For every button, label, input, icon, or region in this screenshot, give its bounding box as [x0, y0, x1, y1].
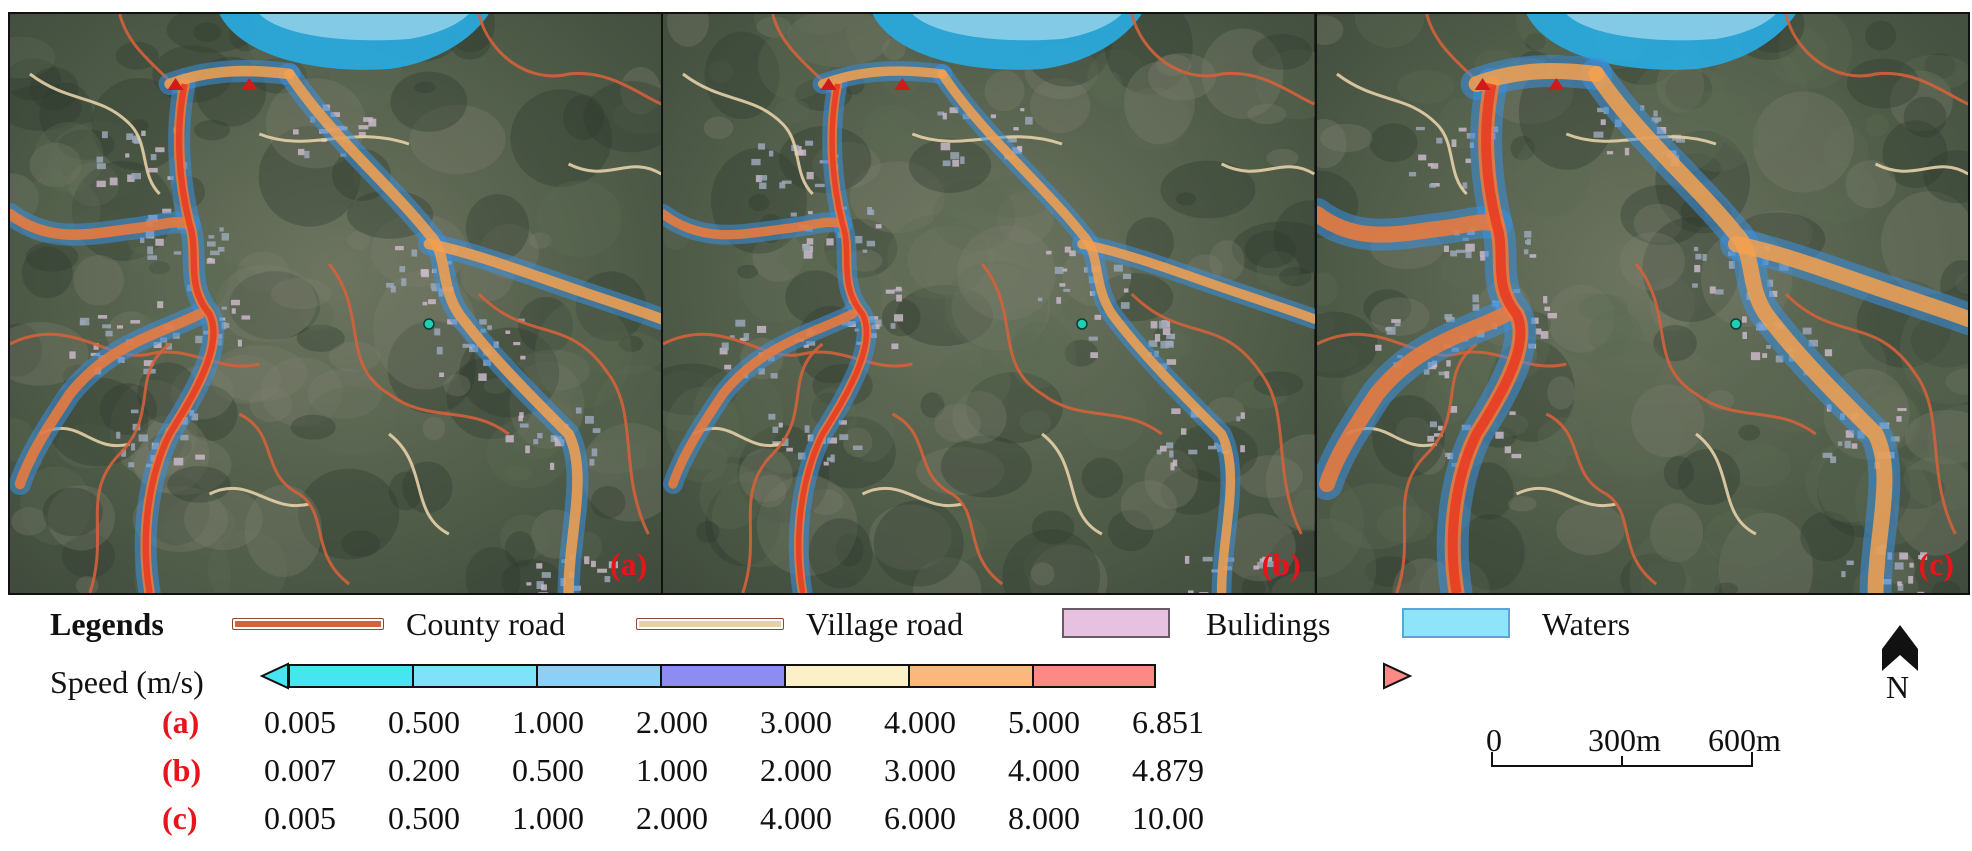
speed-break-value: 2.000	[636, 704, 708, 740]
county-road-label: County road	[406, 606, 566, 642]
speed-break-value: 0.500	[388, 704, 460, 740]
speed-break-value: 1.000	[512, 704, 584, 740]
map-panels: (a) (b) (c)	[8, 12, 1970, 595]
speed-break-value: 1.000	[512, 800, 584, 836]
satellite-map	[663, 14, 1315, 593]
north-label: N	[1886, 669, 1910, 705]
buildings-label: Bulidings	[1206, 606, 1331, 642]
waters-label: Waters	[1542, 606, 1631, 642]
north-arrow: N	[1880, 625, 1920, 711]
village-road-symbol	[636, 618, 784, 630]
speed-break-value: 10.00	[1132, 800, 1204, 836]
ramp-class-1	[412, 664, 537, 688]
satellite-map	[1316, 14, 1968, 593]
panel-label: (a)	[610, 546, 648, 582]
speed-break-value: 4.879	[1132, 752, 1204, 788]
map-panel-a: (a)	[10, 14, 664, 593]
ramp-right-arrow	[1383, 662, 1413, 690]
north-arrow-icon	[1882, 625, 1918, 671]
speed-break-value: 0.500	[388, 800, 460, 836]
speed-break-value: 3.000	[884, 752, 956, 788]
panel-label: (c)	[1918, 546, 1954, 582]
ramp-class-3	[660, 664, 785, 688]
speed-break-value: 4.000	[884, 704, 956, 740]
speed-break-value: 6.851	[1132, 704, 1204, 740]
waters-symbol	[1402, 608, 1510, 638]
speed-break-value: 2.000	[760, 752, 832, 788]
map-panel-b: (b)	[663, 14, 1317, 593]
ramp-class-0	[288, 664, 413, 688]
county-road-symbol	[232, 618, 384, 630]
speed-title: Speed (m/s)	[50, 664, 204, 700]
ramp-class-4	[784, 664, 909, 688]
legend-title: Legends	[50, 606, 164, 642]
map-panel-c: (c)	[1316, 14, 1968, 593]
speed-break-value: 0.005	[264, 800, 336, 836]
speed-row-label: (b)	[162, 752, 202, 788]
buildings-symbol	[1062, 608, 1170, 638]
speed-row-label: (a)	[162, 704, 200, 740]
scale-label-300: 300m	[1588, 722, 1661, 758]
speed-break-value: 0.200	[388, 752, 460, 788]
speed-break-value: 1.000	[636, 752, 708, 788]
panel-label: (b)	[1261, 546, 1301, 582]
speed-row-label: (c)	[162, 800, 198, 836]
speed-break-value: 5.000	[1008, 704, 1080, 740]
ramp-left-arrow	[259, 662, 289, 690]
speed-break-value: 2.000	[636, 800, 708, 836]
speed-break-value: 4.000	[1008, 752, 1080, 788]
speed-break-value: 3.000	[760, 704, 832, 740]
speed-break-value: 0.005	[264, 704, 336, 740]
village-road-label: Village road	[806, 606, 964, 642]
scale-bar: 0 300m 600m	[1486, 722, 1781, 782]
ramp-class-5	[908, 664, 1033, 688]
legend: Legends County road Village road Bulidin…	[0, 602, 1630, 652]
scale-bar-line	[1491, 752, 1753, 767]
speed-break-value: 0.500	[512, 752, 584, 788]
scale-label-600: 600m	[1708, 722, 1781, 758]
speed-break-value: 4.000	[760, 800, 832, 836]
speed-break-value: 8.000	[1008, 800, 1080, 836]
speed-break-value: 6.000	[884, 800, 956, 836]
satellite-map	[10, 14, 662, 593]
speed-break-value: 0.007	[264, 752, 336, 788]
ramp-class-2	[536, 664, 661, 688]
ramp-class-6	[1032, 664, 1156, 688]
speed-color-ramp	[259, 662, 1413, 696]
scale-label-0: 0	[1486, 722, 1502, 758]
